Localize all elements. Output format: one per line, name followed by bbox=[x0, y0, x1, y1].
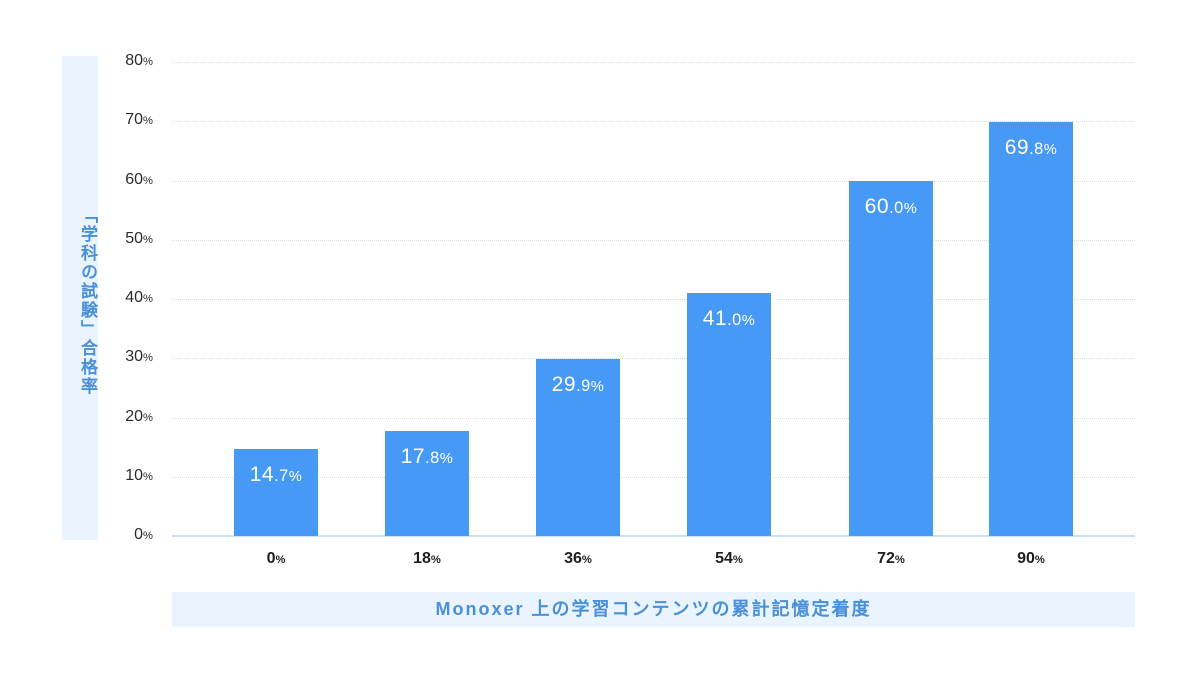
y-tick-number: 20 bbox=[125, 407, 144, 425]
bar-value-label: 60.0% bbox=[849, 195, 933, 219]
bar-value-percent: % bbox=[741, 313, 756, 330]
bar-value-int: 29 bbox=[551, 372, 577, 396]
bar-value-int: 41 bbox=[702, 307, 728, 331]
y-tick-label: 50% bbox=[93, 230, 153, 248]
bar-value-label: 17.8% bbox=[385, 445, 469, 469]
bar-value-label: 29.9% bbox=[536, 373, 620, 397]
gridline bbox=[172, 62, 1135, 63]
x-tick-percent: % bbox=[732, 554, 743, 566]
bar-value-int: 69 bbox=[1004, 136, 1030, 160]
y-tick-number: 70 bbox=[125, 111, 144, 129]
y-tick-label: 10% bbox=[93, 467, 153, 485]
bar-value-percent: % bbox=[903, 200, 918, 217]
y-tick-percent: % bbox=[143, 56, 153, 68]
bar-value-percent: % bbox=[439, 450, 454, 467]
bar-value-percent: % bbox=[1043, 142, 1058, 159]
bar-value-decimal: .9 bbox=[576, 376, 591, 395]
bar: 60.0% bbox=[849, 180, 933, 536]
y-tick-percent: % bbox=[143, 530, 153, 542]
bar: 17.8% bbox=[385, 430, 469, 536]
x-tick-label: 36% bbox=[528, 550, 628, 568]
y-tick-percent: % bbox=[143, 293, 153, 305]
y-tick-number: 50 bbox=[125, 229, 144, 247]
y-tick-label: 30% bbox=[93, 348, 153, 366]
y-tick-label: 70% bbox=[93, 111, 153, 129]
x-axis-label-band: Monoxer 上の学習コンテンツの累計記憶定着度 bbox=[172, 592, 1135, 627]
x-tick-percent: % bbox=[894, 554, 905, 566]
bar-value-int: 17 bbox=[400, 444, 426, 468]
x-tick-number: 72 bbox=[877, 550, 895, 567]
y-tick-percent: % bbox=[143, 174, 153, 187]
x-tick-label: 0% bbox=[226, 550, 326, 568]
x-axis-label: Monoxer 上の学習コンテンツの累計記憶定着度 bbox=[435, 599, 872, 619]
bar-value-decimal: .8 bbox=[425, 448, 440, 467]
bar-value-int: 14 bbox=[249, 462, 275, 486]
bar-value-label: 69.8% bbox=[989, 136, 1073, 160]
y-tick-percent: % bbox=[143, 233, 153, 246]
bar-value-decimal: .0 bbox=[889, 198, 904, 217]
y-tick-label: 0% bbox=[93, 526, 153, 544]
y-tick-label: 40% bbox=[93, 289, 153, 307]
y-tick-number: 40 bbox=[125, 289, 144, 306]
x-tick-label: 54% bbox=[679, 550, 779, 568]
x-axis-baseline bbox=[172, 535, 1135, 537]
y-tick-number: 0 bbox=[134, 526, 144, 543]
bar: 69.8% bbox=[989, 122, 1073, 536]
y-tick-number: 80 bbox=[125, 52, 144, 69]
x-tick-number: 18 bbox=[413, 550, 431, 567]
bar: 41.0% bbox=[687, 293, 771, 536]
gridline bbox=[172, 299, 1135, 300]
y-tick-label: 60% bbox=[93, 171, 153, 189]
gridline bbox=[172, 121, 1135, 123]
bar-value-decimal: .8 bbox=[1029, 140, 1044, 159]
gridline bbox=[172, 358, 1135, 360]
bar-value-percent: % bbox=[288, 468, 303, 485]
y-tick-percent: % bbox=[143, 411, 153, 424]
gridline bbox=[172, 239, 1135, 241]
bar-value-decimal: .0 bbox=[727, 311, 742, 330]
y-axis-label-panel: 「学科の試験」合格率 bbox=[62, 56, 98, 540]
x-tick-percent: % bbox=[581, 554, 592, 566]
x-tick-number: 54 bbox=[715, 550, 733, 567]
x-tick-label: 90% bbox=[981, 550, 1081, 568]
y-tick-label: 80% bbox=[93, 52, 153, 70]
y-tick-percent: % bbox=[143, 115, 153, 128]
bar-value-label: 14.7% bbox=[234, 463, 318, 487]
y-axis-label: 「学科の試験」合格率 bbox=[77, 206, 97, 396]
x-tick-number: 0 bbox=[266, 550, 276, 567]
x-tick-number: 90 bbox=[1017, 550, 1035, 567]
x-tick-percent: % bbox=[275, 554, 286, 566]
x-tick-percent: % bbox=[1034, 554, 1045, 566]
gridline bbox=[172, 180, 1135, 182]
y-tick-percent: % bbox=[143, 470, 153, 483]
y-tick-number: 60 bbox=[125, 170, 144, 188]
bar-value-int: 60 bbox=[864, 194, 890, 218]
bar-value-label: 41.0% bbox=[687, 307, 771, 331]
gridline bbox=[172, 417, 1135, 419]
x-tick-label: 72% bbox=[841, 550, 941, 568]
y-tick-number: 30 bbox=[125, 348, 144, 366]
gridline bbox=[172, 476, 1135, 478]
bar-value-decimal: .7 bbox=[274, 466, 289, 485]
bar: 14.7% bbox=[234, 448, 318, 536]
bar: 29.9% bbox=[536, 358, 620, 536]
x-tick-number: 36 bbox=[564, 550, 582, 567]
x-tick-label: 18% bbox=[377, 550, 477, 568]
y-tick-number: 10 bbox=[125, 466, 144, 484]
x-tick-percent: % bbox=[430, 554, 441, 566]
plot-area: 14.7% 0% 17.8% 18% 29.9% 36% 41.0% 54% 60.0% 72% 6… bbox=[172, 0, 1135, 674]
bar-value-percent: % bbox=[590, 378, 605, 395]
y-tick-label: 20% bbox=[93, 408, 153, 426]
y-tick-percent: % bbox=[143, 352, 153, 365]
